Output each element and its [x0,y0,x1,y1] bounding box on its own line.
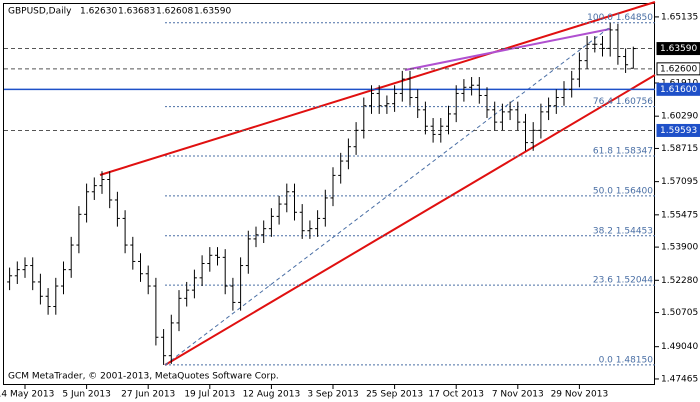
fib-label: 76.4 1.60756 [593,97,653,107]
x-tick-label: 27 Jun 2013 [121,390,175,400]
fib-diagonal [164,26,611,366]
fib-label: 100.0 1.64850 [587,13,653,23]
x-tick-label: 5 Jun 2013 [62,390,110,400]
price-box [656,82,700,96]
x-tick-label: 12 Aug 2013 [243,390,301,400]
x-tick-label: 29 Nov 2013 [551,390,609,400]
header-value: 1.62608 [156,7,193,17]
x-tick-label: 19 Jul 2013 [184,390,235,400]
x-tick-label: 14 May 2013 [0,390,54,400]
x-tick-label: 3 Sep 2013 [307,390,358,400]
price-label: 1.63590 [660,44,697,54]
fib-label: 0.0 1.48150 [599,355,654,365]
fib-label: 61.8 1.58347 [593,146,653,156]
y-tick-label: 1.50705 [661,308,698,318]
y-tick-label: 1.49040 [661,342,698,352]
y-tick-label: 1.58715 [661,144,698,154]
channel-upper [99,1,656,176]
price-label: 1.62600 [660,64,697,74]
trend-line [404,28,611,71]
y-tick-label: 1.60290 [661,112,698,122]
symbol-title: GBPUSD,Daily [8,7,72,17]
x-tick-label: 25 Sep 2013 [366,390,423,400]
price-box [656,62,700,76]
price-label: 1.59593 [660,126,697,136]
header-value: 1.62630 [80,7,117,17]
header-value: 1.63590 [194,7,231,17]
price-box [656,123,700,137]
fib-label: 50.0 1.56400 [593,186,653,196]
price-label: 1.61600 [660,85,697,95]
y-tick-label: 1.52280 [661,276,698,286]
y-tick-label: 1.65135 [661,12,698,22]
y-tick-label: 1.53900 [661,243,698,253]
y-tick-label: 1.47465 [661,374,698,384]
header-value: 1.63683 [118,7,155,17]
x-tick-label: 17 Oct 2013 [428,390,484,400]
price-box [656,42,700,56]
plot-frame [3,3,655,385]
fib-label: 23.6 1.52044 [593,276,653,286]
channel-lower [164,74,656,366]
y-tick-label: 1.57095 [661,177,698,187]
x-tick-label: 7 Nov 2013 [492,390,544,400]
fib-label: 38.2 1.54453 [593,226,653,236]
copyright: GCM MetaTrader, © 2001-2013, MetaQuotes … [8,372,279,382]
y-tick-label: 1.55475 [661,210,698,220]
